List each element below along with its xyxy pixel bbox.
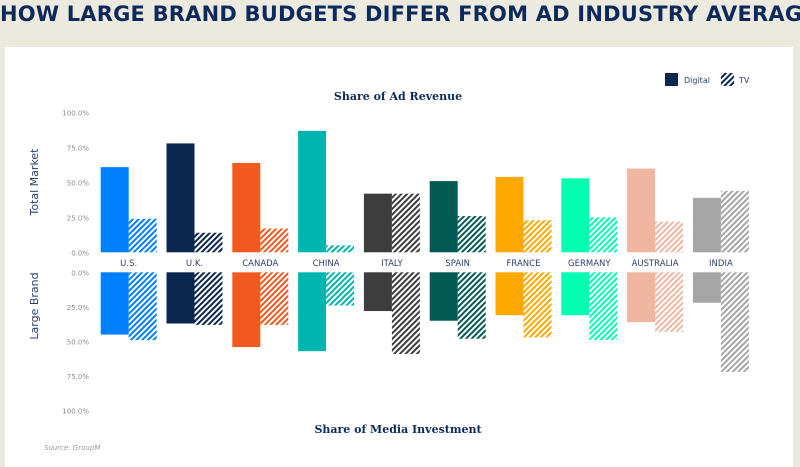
bar-total-digital bbox=[166, 143, 195, 253]
bar-total-tv bbox=[457, 216, 486, 253]
bottom-panel-ylabel: Large Brand bbox=[28, 272, 41, 339]
y-tick-top: 100.0% bbox=[62, 110, 89, 118]
bar-brand-tv bbox=[720, 272, 749, 372]
bar-total-digital bbox=[232, 162, 261, 253]
category-label: SPAIN bbox=[445, 259, 470, 269]
bar-total-tv bbox=[589, 217, 618, 253]
category-label: INDIA bbox=[709, 259, 733, 269]
y-tick-top: 50.0% bbox=[67, 180, 90, 188]
bottom-panel-subtitle: Share of Media Investment bbox=[314, 423, 482, 436]
bar-brand-tv bbox=[391, 272, 420, 354]
chart-card bbox=[5, 47, 793, 467]
bar-total-tv bbox=[326, 245, 355, 253]
bar-brand-tv bbox=[326, 272, 355, 306]
bar-brand-tv bbox=[523, 272, 552, 338]
bar-brand-digital bbox=[495, 272, 524, 316]
y-tick-bottom: 50.0% bbox=[67, 339, 90, 347]
bar-brand-tv bbox=[589, 272, 618, 341]
bar-total-digital bbox=[298, 130, 327, 253]
bar-brand-digital bbox=[561, 272, 590, 316]
category-label: CHINA bbox=[313, 259, 340, 269]
bar-total-tv bbox=[391, 193, 420, 253]
chart-title: HOW LARGE BRAND BUDGETS DIFFER FROM AD I… bbox=[0, 2, 800, 26]
bar-brand-digital bbox=[363, 272, 392, 312]
y-tick-bottom: 75.0% bbox=[67, 373, 90, 381]
bar-brand-digital bbox=[166, 272, 195, 324]
bar-brand-tv bbox=[260, 272, 289, 325]
bar-brand-tv bbox=[128, 272, 157, 341]
bar-total-digital bbox=[692, 197, 721, 253]
category-label: FRANCE bbox=[507, 259, 541, 269]
bar-total-tv bbox=[194, 232, 223, 253]
bar-total-digital bbox=[495, 176, 524, 253]
legend-swatch-digital bbox=[665, 73, 678, 86]
legend-label-tv: TV bbox=[738, 76, 750, 85]
category-label: U.S. bbox=[120, 259, 137, 269]
bar-brand-tv bbox=[194, 272, 223, 325]
top-panel-ylabel: Total Market bbox=[28, 148, 41, 217]
bar-total-digital bbox=[561, 178, 590, 253]
bar-brand-digital bbox=[692, 272, 721, 303]
bar-total-tv bbox=[720, 190, 749, 253]
bar-brand-digital bbox=[627, 272, 656, 323]
bar-brand-digital bbox=[429, 272, 458, 321]
category-label: GERMANY bbox=[568, 259, 611, 269]
y-tick-top: 0.0% bbox=[71, 249, 89, 257]
bar-brand-digital bbox=[232, 272, 261, 348]
bar-total-digital bbox=[363, 193, 392, 253]
y-tick-bottom: 25.0% bbox=[67, 304, 90, 312]
bar-total-tv bbox=[128, 218, 157, 253]
legend-swatch-tv bbox=[721, 73, 734, 86]
bar-total-digital bbox=[627, 168, 656, 253]
bar-total-tv bbox=[260, 228, 289, 253]
bar-total-digital bbox=[100, 167, 129, 253]
y-tick-top: 75.0% bbox=[67, 145, 90, 153]
bar-total-tv bbox=[523, 220, 552, 253]
y-tick-bottom: 100.0% bbox=[62, 408, 89, 416]
bar-total-tv bbox=[655, 221, 684, 253]
bar-brand-tv bbox=[457, 272, 486, 339]
y-tick-bottom: 0.0% bbox=[71, 269, 89, 277]
bar-brand-digital bbox=[100, 272, 129, 335]
bar-brand-tv bbox=[655, 272, 684, 332]
category-label: CANADA bbox=[242, 259, 278, 269]
category-label: AUSTRALIA bbox=[632, 259, 679, 269]
category-label: ITALY bbox=[381, 259, 403, 269]
bar-brand-digital bbox=[298, 272, 327, 352]
y-tick-top: 25.0% bbox=[67, 214, 90, 222]
top-panel-subtitle: Share of Ad Revenue bbox=[334, 90, 462, 103]
legend-label-digital: Digital bbox=[684, 76, 710, 85]
bar-total-digital bbox=[429, 181, 458, 253]
source-note: Source: GroupM bbox=[44, 444, 100, 452]
category-label: U.K. bbox=[186, 259, 203, 269]
